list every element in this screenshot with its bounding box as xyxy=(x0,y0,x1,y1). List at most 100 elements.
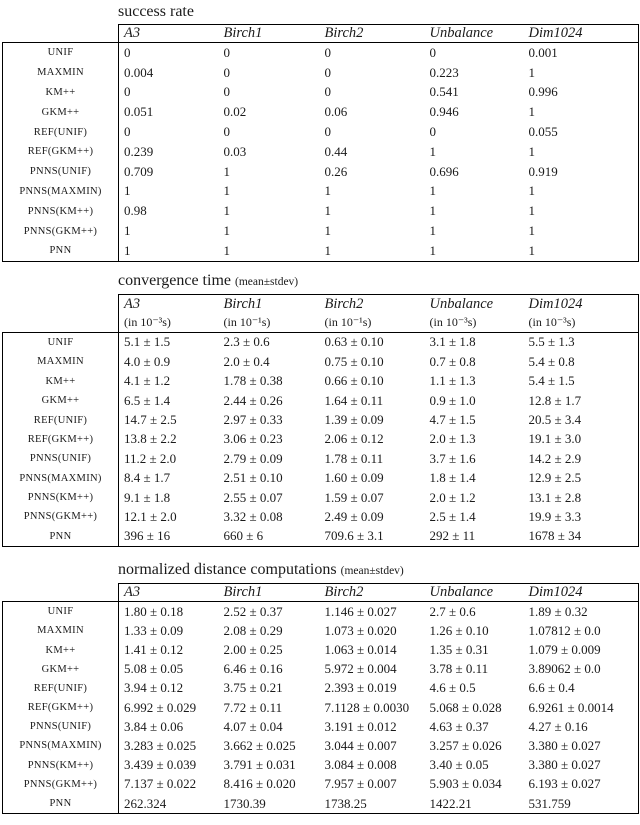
value-cell: 1 xyxy=(523,181,639,202)
value-cell: 12.8 ± 1.7 xyxy=(523,390,639,411)
value-cell: 1.59 ± 0.07 xyxy=(324,489,384,505)
value-cell: 2.97 ± 0.33 xyxy=(223,412,283,428)
table-row: PNNS(UNIF) 0.709 1 0.26 0.696 0.919 xyxy=(2,161,639,182)
value-cell: 0.44 xyxy=(324,143,348,159)
column-header: Birch2 xyxy=(319,24,425,43)
table-row: PNNS(GKM++) 1 1 1 1 1 xyxy=(2,221,639,241)
value-cell: 2.52 ± 0.37 xyxy=(223,603,283,619)
column-header: A3 xyxy=(118,583,219,603)
value-cell: 0.709 xyxy=(124,163,154,179)
table-row: REF(UNIF) 3.94 ± 0.12 3.75 ± 0.21 2.393 ± 0… xyxy=(2,678,639,698)
value-cell: 2.06 ± 0.12 xyxy=(324,431,384,447)
table-title: normalized distance computations xyxy=(118,561,337,579)
column-name: Dim1024 xyxy=(528,584,583,601)
value-cell: 5.068 ± 0.028 xyxy=(429,699,502,715)
value-cell: 13.8 ± 2.2 xyxy=(124,431,177,447)
table-row: PNNS(KM++) 0.98 1 1 1 1 xyxy=(2,201,639,222)
row-label: MAXMIN xyxy=(2,62,119,83)
value-cell: 1 xyxy=(523,240,639,262)
table-row: REF(GKM++) 13.8 ± 2.2 3.06 ± 0.23 2.06 ± 0.… xyxy=(2,429,639,450)
table-title: convergence time xyxy=(118,271,231,289)
table-caption: convergence time (mean±stdev) xyxy=(118,272,640,291)
value-cell: 2.393 ± 0.019 xyxy=(324,680,397,696)
table-row: GKM++ 6.5 ± 1.4 2.44 ± 0.26 1.64 ± 0.11 0.9 … xyxy=(2,390,639,411)
value-cell: 5.1 ± 1.5 xyxy=(124,334,171,350)
value-cell: 2.44 ± 0.26 xyxy=(223,392,283,408)
tables-container: success rate A3 Birch1 Birch2 Unbalance Dim10… xyxy=(0,3,640,815)
column-name: Dim1024 xyxy=(528,295,583,312)
column-unit: (in 10⁻¹s) xyxy=(324,314,372,329)
value-cell: 1 xyxy=(429,183,437,199)
column-header: Dim1024 xyxy=(523,24,639,43)
row-label: REF(UNIF) xyxy=(2,410,119,430)
row-label: PNNS(KM++) xyxy=(2,755,119,775)
table-title: success rate xyxy=(118,3,194,20)
column-header: Birch2 xyxy=(319,583,425,603)
value-cell: 1 xyxy=(324,183,332,199)
value-cell: 0.02 xyxy=(223,104,247,120)
row-label: PNNS(MAXMIN) xyxy=(2,736,119,756)
value-cell: 1.64 ± 0.11 xyxy=(324,392,384,408)
value-cell: 0.946 xyxy=(429,104,459,120)
row-label: REF(GKM++) xyxy=(2,141,119,162)
value-cell: 0 xyxy=(223,84,231,100)
value-cell: 2.00 ± 0.25 xyxy=(223,642,283,658)
value-cell: 0.75 ± 0.10 xyxy=(324,353,384,369)
column-name: Birch2 xyxy=(324,25,364,42)
value-cell: 2.3 ± 0.6 xyxy=(223,334,270,350)
value-cell: 0 xyxy=(223,124,231,140)
value-cell: 3.7 ± 1.6 xyxy=(429,450,476,466)
row-label: REF(UNIF) xyxy=(2,678,119,698)
column-name: Unbalance xyxy=(429,584,494,601)
value-cell: 20.5 ± 3.4 xyxy=(523,410,639,430)
value-cell: 0.001 xyxy=(523,42,639,63)
value-cell: 3.380 ± 0.027 xyxy=(523,736,639,756)
table-row: PNNS(KM++) 3.439 ± 0.039 3.791 ± 0.031 3.08… xyxy=(2,755,639,775)
data-table: A3 Birch1 Birch2 Unbalance Dim1024 UNIF 1.80 ±… xyxy=(2,583,639,815)
value-cell: 2.0 ± 1.3 xyxy=(429,431,476,447)
value-cell: 2.5 ± 1.4 xyxy=(429,508,476,524)
value-cell: 0.996 xyxy=(523,82,639,103)
value-cell: 1 xyxy=(223,183,231,199)
value-cell: 9.1 ± 1.8 xyxy=(124,489,171,505)
value-cell: 3.662 ± 0.025 xyxy=(223,737,296,753)
value-cell: 4.63 ± 0.37 xyxy=(429,718,489,734)
table-row: REF(GKM++) 6.992 ± 0.029 7.72 ± 0.11 7.1128… xyxy=(2,698,639,718)
value-cell: 14.2 ± 2.9 xyxy=(523,449,639,469)
value-cell: 1.063 ± 0.014 xyxy=(324,642,397,658)
value-cell: 3.044 ± 0.007 xyxy=(324,737,397,753)
column-header: Birch1 (in 10⁻¹s) xyxy=(218,293,320,333)
row-label: MAXMIN xyxy=(2,621,119,641)
value-cell: 1 xyxy=(523,201,639,222)
column-header: Birch1 xyxy=(218,24,320,43)
table-row: PNNS(KM++) 9.1 ± 1.8 2.55 ± 0.07 1.59 ± 0.0… xyxy=(2,487,639,508)
table-row: REF(UNIF) 14.7 ± 2.5 2.97 ± 0.33 1.39 ± 0.0… xyxy=(2,410,639,430)
value-cell: 0 xyxy=(429,124,437,140)
value-cell: 292 ± 11 xyxy=(424,526,524,548)
row-label: PNN xyxy=(2,240,119,262)
row-label: UNIF xyxy=(2,332,119,353)
row-label: PNNS(KM++) xyxy=(2,201,119,222)
row-label: REF(GKM++) xyxy=(2,698,119,718)
row-label: PNNS(UNIF) xyxy=(2,717,119,737)
value-cell: 1.89 ± 0.32 xyxy=(523,601,639,622)
table-row: MAXMIN 4.0 ± 0.9 2.0 ± 0.4 0.75 ± 0.10 0.7 ±… xyxy=(2,352,639,372)
table-row: PNNS(UNIF) 3.84 ± 0.06 4.07 ± 0.04 3.191 ± … xyxy=(2,717,639,737)
value-cell: 0 xyxy=(124,124,131,140)
value-cell: 1.41 ± 0.12 xyxy=(124,642,184,658)
value-cell: 0.9 ± 1.0 xyxy=(429,392,476,408)
value-cell: 0.051 xyxy=(124,104,154,120)
row-label: PNNS(MAXMIN) xyxy=(2,181,119,202)
column-header: Unbalance xyxy=(424,24,524,43)
row-label: MAXMIN xyxy=(2,352,119,372)
column-name: Unbalance xyxy=(429,25,494,42)
table-row: KM++ 1.41 ± 0.12 2.00 ± 0.25 1.063 ± 0.014 1… xyxy=(2,640,639,660)
value-cell: 262.324 xyxy=(118,793,219,815)
row-label: PNNS(UNIF) xyxy=(2,161,119,182)
value-cell: 0 xyxy=(223,64,231,80)
table-row: MAXMIN 0.004 0 0 0.223 1 xyxy=(2,62,639,83)
value-cell: 2.55 ± 0.07 xyxy=(223,489,283,505)
corner-cell xyxy=(2,294,119,333)
table-section-convergence-time: convergence time (mean±stdev) A3 (in 10⁻³s… xyxy=(0,272,640,548)
value-cell: 1 xyxy=(223,203,231,219)
